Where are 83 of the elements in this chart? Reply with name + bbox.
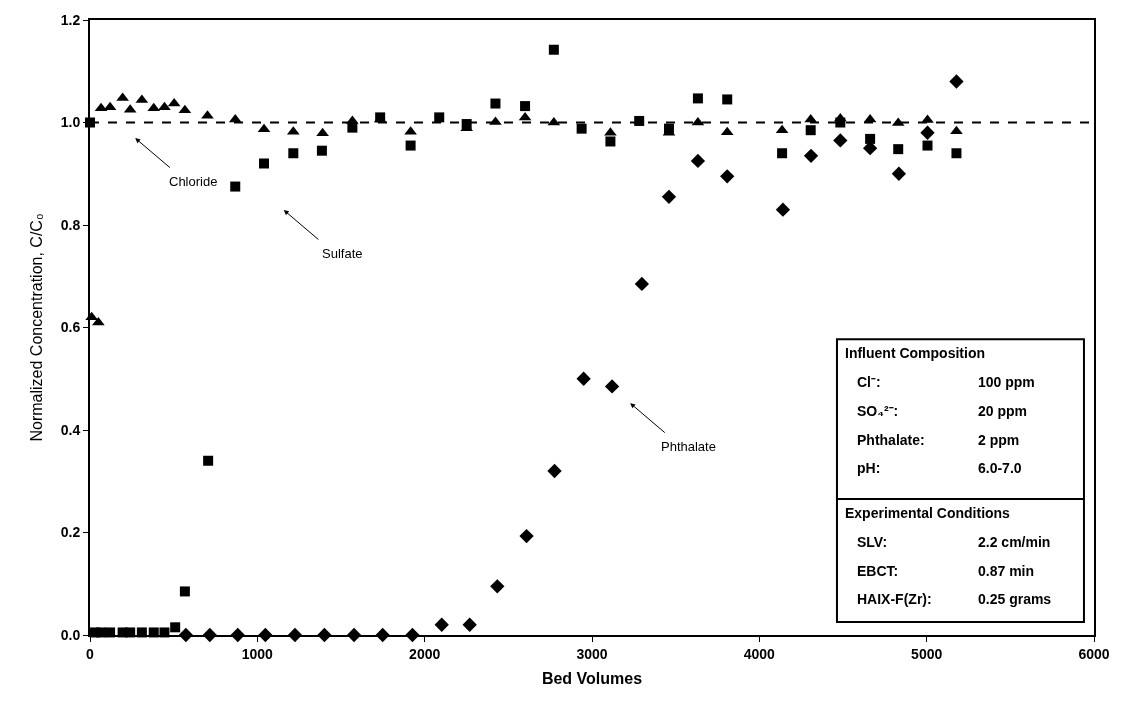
point bbox=[634, 276, 650, 292]
y-tick-label: 0.6 bbox=[60, 319, 81, 336]
annotation: Phthalate: bbox=[857, 432, 925, 448]
annotation: Phthalate bbox=[661, 439, 716, 454]
annotation: EBCT: bbox=[857, 563, 899, 579]
annotation: Cl⁻: bbox=[857, 374, 881, 390]
x-tick-label: 3000 bbox=[576, 645, 608, 662]
point bbox=[259, 158, 270, 169]
annotation: pH: bbox=[857, 460, 881, 476]
point bbox=[576, 371, 591, 386]
annotation: 20 ppm bbox=[978, 403, 1028, 419]
point bbox=[891, 166, 907, 181]
point bbox=[170, 622, 181, 633]
x-tick-label: 6000 bbox=[1078, 645, 1110, 662]
annotation: SO₄²⁻: bbox=[857, 403, 899, 419]
annotation: 2.2 cm/min bbox=[978, 534, 1051, 550]
x-tick-label: 1000 bbox=[241, 645, 274, 662]
point bbox=[949, 74, 964, 89]
point bbox=[777, 148, 788, 159]
y-tick-label: 0.0 bbox=[60, 626, 81, 643]
annotation: Experimental Conditions bbox=[845, 505, 1011, 521]
x-tick-label: 0 bbox=[86, 645, 95, 662]
point bbox=[922, 140, 933, 151]
point bbox=[803, 148, 819, 163]
annotation: 2 ppm bbox=[978, 432, 1020, 448]
point bbox=[288, 148, 299, 159]
point bbox=[405, 140, 416, 151]
point bbox=[316, 145, 327, 156]
point bbox=[179, 586, 190, 597]
point bbox=[720, 169, 735, 184]
y-tick-label: 1.0 bbox=[60, 114, 81, 131]
x-tick-label: 5000 bbox=[911, 645, 943, 662]
annotation: 6.0-7.0 bbox=[978, 460, 1022, 476]
point bbox=[519, 528, 534, 544]
annotation: 0.25 grams bbox=[978, 591, 1052, 607]
point bbox=[722, 94, 733, 105]
y-tick-label: 0.4 bbox=[60, 421, 81, 438]
point bbox=[893, 144, 904, 155]
annotation: 100 ppm bbox=[978, 374, 1035, 390]
annotation: Sulfate bbox=[322, 246, 363, 261]
point bbox=[661, 189, 677, 204]
point bbox=[865, 133, 876, 144]
point bbox=[520, 101, 531, 112]
point bbox=[634, 115, 645, 126]
annotation: 0.87 min bbox=[978, 563, 1035, 579]
point bbox=[690, 153, 706, 169]
point bbox=[547, 463, 562, 479]
point bbox=[805, 125, 816, 136]
x-axis-title: Bed Volumes bbox=[541, 670, 643, 687]
point bbox=[951, 148, 962, 159]
point bbox=[230, 181, 241, 192]
point bbox=[833, 133, 848, 148]
point bbox=[576, 123, 587, 134]
point bbox=[775, 202, 791, 217]
annotation: SLV: bbox=[857, 534, 888, 550]
point bbox=[833, 112, 847, 122]
point bbox=[692, 93, 703, 104]
point bbox=[203, 455, 214, 466]
annotation: Chloride bbox=[169, 174, 218, 189]
y-tick-label: 0.8 bbox=[60, 216, 81, 233]
point bbox=[434, 617, 449, 632]
point bbox=[804, 113, 818, 123]
x-tick-label: 2000 bbox=[409, 645, 441, 662]
point bbox=[490, 98, 501, 109]
point bbox=[604, 379, 620, 394]
y-tick-label: 0.2 bbox=[60, 524, 81, 541]
point bbox=[863, 113, 877, 123]
y-tick-label: 1.2 bbox=[60, 11, 81, 28]
point bbox=[92, 316, 105, 326]
point bbox=[920, 125, 935, 140]
y-axis-title: Normalized Concentration, C/C₀ bbox=[28, 213, 46, 442]
point bbox=[347, 122, 358, 133]
point bbox=[434, 112, 445, 123]
point bbox=[462, 617, 477, 632]
point bbox=[316, 127, 329, 137]
point bbox=[228, 113, 242, 123]
point bbox=[518, 111, 532, 121]
point bbox=[548, 44, 559, 55]
annotation: Influent Composition bbox=[845, 345, 985, 361]
point bbox=[605, 136, 616, 147]
x-tick-label: 4000 bbox=[743, 645, 776, 662]
annotation: HAIX-F(Zr): bbox=[857, 591, 932, 607]
point bbox=[490, 579, 505, 594]
